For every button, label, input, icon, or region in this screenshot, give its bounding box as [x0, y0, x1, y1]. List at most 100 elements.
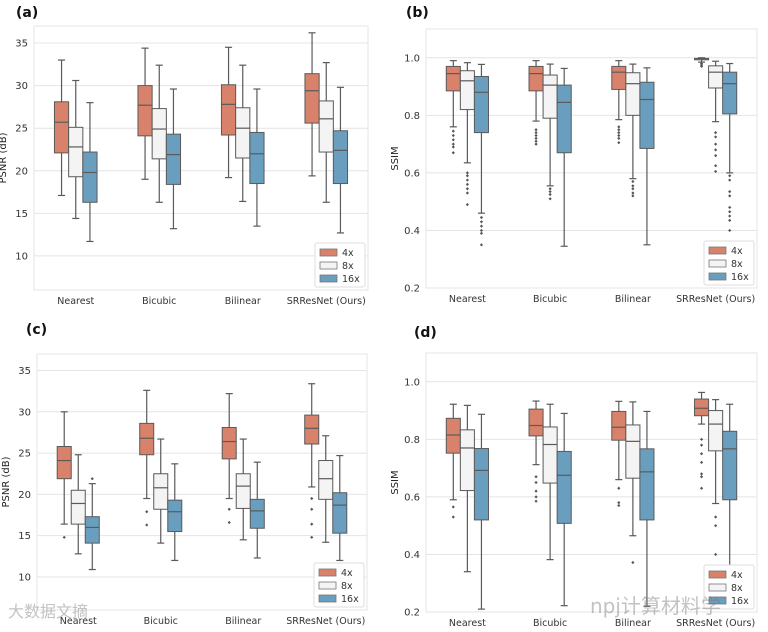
outlier-point [728, 228, 732, 233]
outlier-point [728, 205, 732, 210]
outlier-point [451, 505, 455, 509]
outlier-point [451, 133, 455, 138]
y-tick-label: 10 [18, 572, 31, 583]
outlier-point [534, 128, 538, 132]
box-8x [542, 63, 558, 201]
outlier-point [451, 145, 455, 149]
outlier-point [728, 214, 732, 218]
outlier-point [465, 191, 469, 195]
y-tick-label: 30 [18, 407, 31, 418]
x-tick-label: Bilinear [615, 294, 651, 305]
box-4x [304, 383, 320, 539]
outlier-point [465, 171, 469, 175]
outlier-point [631, 179, 635, 184]
y-tick-label: 10 [15, 251, 28, 262]
outlier-point [699, 452, 704, 456]
outlier-point [631, 191, 635, 195]
x-tick-label: Bicubic [533, 294, 567, 305]
box-4x [445, 60, 461, 155]
x-tick-label: Nearest [60, 616, 97, 627]
y-tick-label: 0.4 [404, 550, 420, 561]
outlier-point [534, 499, 538, 503]
y-axis-label: PSNR (dB) [0, 132, 9, 183]
box-8x [459, 404, 475, 573]
outlier-point [534, 480, 538, 485]
box-8x [318, 435, 334, 543]
y-axis-label: PSNR (dB) [1, 456, 12, 507]
outlier-point [631, 560, 635, 565]
x-tick-label: Nearest [449, 294, 486, 305]
box-iqr [332, 130, 349, 185]
outlier-point [451, 151, 455, 155]
box-iqr [625, 424, 641, 479]
outlier-point [631, 194, 635, 198]
y-tick-label: 15 [18, 531, 31, 542]
outlier-point [451, 142, 455, 146]
outlier-point [617, 133, 621, 138]
y-tick-label: 25 [15, 124, 28, 135]
y-tick-label: 1.0 [404, 53, 420, 64]
outlier-point [479, 224, 484, 228]
box-iqr [473, 448, 489, 521]
y-tick-label: 0.2 [404, 608, 420, 619]
y-axis-label: SSIM [390, 146, 401, 170]
x-tick-label: Bicubic [533, 618, 567, 629]
chart-svg: 10 15 20 25 30 35 (c) PSNR (dB) Nearest Bicubic Bi… [1, 322, 368, 627]
chart-svg: 0.2 0.4 0.6 0.8 1.0 (d) SSIM Nearest Bicubic Bili… [390, 325, 758, 629]
x-tick-label: Bilinear [225, 296, 261, 307]
outlier-point [479, 220, 484, 224]
box-iqr [235, 473, 251, 509]
box-iqr [639, 448, 655, 521]
outlier-point [479, 243, 484, 247]
legend-swatch-16x [708, 596, 727, 605]
outlier-point [145, 523, 149, 527]
legend-label: 4x [342, 248, 354, 259]
x-tick-label: SRResNet (Ours) [676, 294, 755, 305]
box-iqr [459, 70, 475, 111]
box-iqr [445, 417, 461, 454]
legend-swatch-4x [708, 246, 727, 255]
panel-c-psnr-boxplot: 10 15 20 25 30 35 (c) PSNR (dB) Nearest Bicubic Bi… [0, 316, 384, 632]
box-iqr [153, 473, 169, 510]
y-tick-label: 0.4 [404, 226, 420, 237]
legend-label: 16x [731, 272, 749, 283]
panel-b-ssim-boxplot: 0.2 0.4 0.6 0.8 1.0 (b) SSIM Nearest Bicubic Bili… [384, 0, 768, 316]
outlier-point [699, 437, 704, 441]
box-iqr [708, 410, 724, 452]
box-16x [473, 413, 489, 610]
box-8x [151, 64, 167, 203]
box-16x [332, 454, 348, 562]
outlier-point [699, 486, 704, 490]
box-iqr [528, 65, 544, 92]
x-tick-label: SRResNet (Ours) [287, 296, 366, 307]
legend-label: 4x [731, 570, 743, 581]
y-tick-label: 0.6 [404, 168, 420, 179]
box-16x [639, 410, 655, 607]
legend-swatch-8x [319, 261, 338, 270]
y-tick-label: 35 [18, 366, 31, 377]
box-iqr [249, 131, 265, 185]
outlier-point [699, 64, 704, 69]
legend-swatch-8x [708, 259, 727, 268]
box-iqr [332, 492, 348, 534]
box-iqr [318, 100, 334, 153]
panel-a-psnr-boxplot: 10 15 20 25 30 35 (a) PSNR (dB) Nearest Bicubic Bi… [0, 0, 384, 316]
box-iqr [68, 126, 84, 178]
box-16x [332, 86, 349, 234]
x-tick-label: SRResNet (Ours) [286, 616, 365, 627]
box-iqr [722, 430, 738, 501]
outlier-point [465, 174, 469, 178]
legend: 4x 8x 16x [703, 240, 755, 286]
box-iqr [235, 107, 251, 159]
outlier-point [465, 187, 469, 191]
legend-label: 16x [731, 596, 749, 607]
panel-title: (d) [414, 325, 437, 341]
outlier-point [631, 187, 635, 191]
box-8x [235, 438, 251, 541]
legend-label: 8x [731, 583, 743, 594]
outlier-point [479, 215, 484, 220]
box-8x [625, 401, 641, 565]
outlier-point [617, 125, 621, 129]
legend-label: 8x [731, 259, 743, 270]
outlier-point [714, 169, 718, 174]
